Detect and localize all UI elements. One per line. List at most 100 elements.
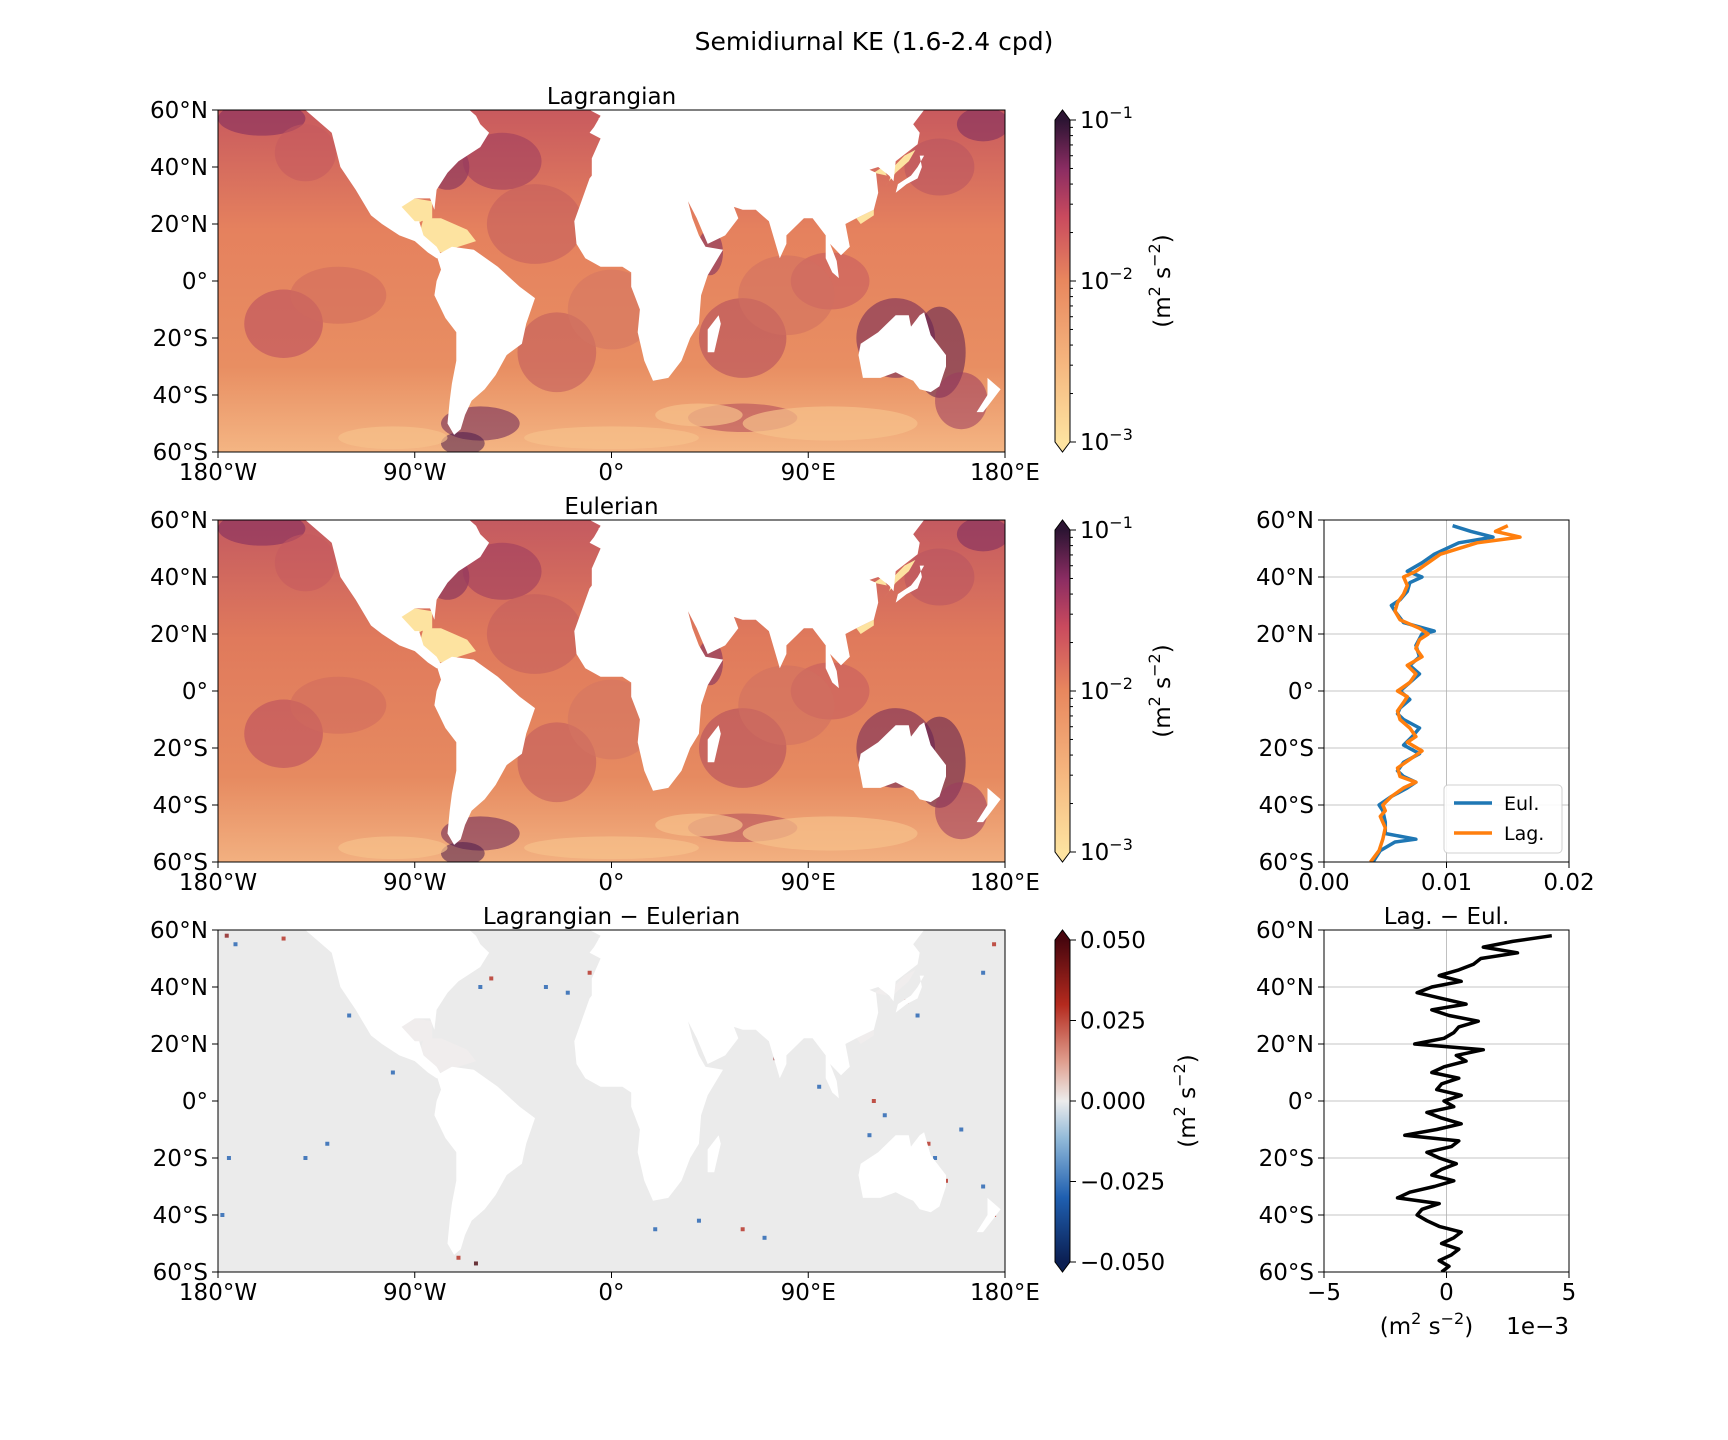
ke-hotspot [218, 110, 306, 136]
lat-tick-label: 40°S [153, 793, 208, 819]
lat-tick-label: 40°S [153, 1203, 208, 1229]
ke-lowspot [338, 836, 448, 860]
colorbar-tick-label: 10−3 [1080, 835, 1133, 866]
diff-pixel [220, 1213, 225, 1217]
y-tick-label: 60°S [1259, 1260, 1314, 1286]
ke-lowspot [742, 816, 918, 851]
colorbar-tick-label: 10−2 [1080, 674, 1133, 705]
land-madagascar [707, 315, 721, 353]
diff-pixel [587, 970, 592, 975]
diff-pixel [390, 1070, 395, 1075]
lon-tick-label: 90°W [383, 1280, 447, 1306]
y-tick-label: 0° [1288, 679, 1314, 705]
colorbar-eulerian: 10−1 10−2 10−3 (m2 s−2) [1054, 513, 1176, 866]
profile-eul-lag: 60°N 40°N 20°N 0° 20°S 40°S 60°S0.00 0.01 0.02 Eu… [1256, 508, 1595, 896]
lon-tick-label: 180°E [970, 1280, 1040, 1306]
y-tick-label: 20°N [1256, 622, 1314, 648]
ke-lowspot [524, 426, 699, 450]
land-japan [895, 565, 925, 603]
map-title: Lagrangian [547, 84, 676, 110]
y-tick-label: 60°S [1259, 850, 1314, 876]
ke-hotspot [274, 124, 337, 182]
y-tick-label: 40°S [1259, 793, 1314, 819]
land-afroEurasia [574, 520, 925, 791]
ke-hotspot [904, 138, 975, 196]
map-title: Eulerian [564, 494, 658, 520]
plot-title: Lag. − Eul. [1384, 904, 1510, 930]
x-axis-label: (m2 s−2) [1380, 1309, 1473, 1340]
diff-pixel [489, 976, 494, 981]
ke-hotspot [440, 842, 485, 862]
diff-pixel [303, 1156, 308, 1160]
land-afroEurasia [574, 110, 925, 381]
series-line-lag [1369, 524, 1522, 862]
x-tick-label: 0 [1439, 1280, 1454, 1306]
y-tick-label: 20°S [1259, 1146, 1314, 1172]
colorbar-tick-label: 10−2 [1080, 264, 1133, 295]
ke-hotspot [935, 372, 988, 430]
lon-tick-label: 90°E [781, 460, 836, 486]
ke-lowspot [655, 813, 743, 837]
land-southAmerica [434, 1066, 535, 1255]
land-australia [858, 722, 946, 803]
y-tick-label: 20°S [1259, 736, 1314, 762]
ke-hotspot [956, 520, 1005, 552]
offset-text: 1e−3 [1506, 1314, 1569, 1340]
ke-hotspot [486, 184, 584, 264]
marginal-sea [884, 149, 916, 187]
diff-pixel [882, 1113, 887, 1118]
colorbar-tick-label: 10−3 [1080, 425, 1133, 456]
lon-tick-label: 180°W [179, 870, 257, 896]
diff-pixel [959, 1127, 964, 1132]
lat-tick-label: 20°N [150, 622, 208, 648]
ke-hotspot [486, 594, 584, 674]
ke-hotspot [956, 110, 1005, 142]
colorbar-extend-top [1055, 930, 1070, 940]
colorbar-tick-label: 0.050 [1080, 928, 1146, 954]
colorbar-gradient [1055, 120, 1070, 442]
colorbar-label: (m2 s−2) [1145, 644, 1176, 737]
land-australia [858, 312, 946, 393]
diff-pixel [981, 1184, 986, 1189]
colorbar-extend-bottom [1055, 852, 1070, 862]
lat-tick-label: 40°S [153, 383, 208, 409]
lat-tick-label: 60°S [153, 850, 208, 876]
lon-tick-label: 180°W [179, 460, 257, 486]
land-uk [598, 525, 614, 549]
land-uk [598, 115, 614, 139]
diff-pixel [325, 1141, 330, 1146]
y-tick-label: 40°N [1256, 975, 1314, 1001]
ke-lowspot [524, 836, 699, 860]
diff-pixel [456, 1255, 461, 1260]
land-nz [976, 1197, 1001, 1233]
lat-tick-label: 60°N [150, 918, 208, 944]
lat-tick-label: 0° [182, 1089, 208, 1115]
colorbar-label: (m2 s−2) [1170, 1054, 1201, 1147]
legend-label: Lag. [1504, 823, 1544, 845]
figure-suptitle: Semidiurnal KE (1.6-2.4 cpd) [695, 27, 1054, 56]
colorbar-extend-bottom [1055, 442, 1070, 452]
diff-pixel [981, 970, 986, 975]
lat-tick-label: 40°N [150, 155, 208, 181]
diff-pixel [565, 990, 570, 995]
marginal-sea [856, 209, 874, 224]
land-nz [976, 787, 1001, 823]
map-lagrangian: Lagrangian 180°W 90°W 0° 90°E 180°E 60°N 40°N 20… [150, 84, 1040, 486]
colorbar-extend-top [1055, 520, 1070, 530]
colorbar-tick-label: 0.025 [1080, 1009, 1146, 1035]
lon-tick-label: 0° [598, 460, 624, 486]
lat-tick-label: 20°S [153, 1146, 208, 1172]
colorbar-difference: 0.050 0.025 0.000 −0.025 −0.050 (m2 s−2) [1054, 928, 1201, 1276]
diff-pixel [478, 985, 483, 989]
ke-lowspot [338, 426, 448, 450]
ke-hotspot [935, 782, 988, 840]
y-tick-label: 40°S [1259, 1203, 1314, 1229]
diff-pixel [762, 1235, 767, 1240]
x-tick-label: 0.01 [1421, 870, 1472, 896]
colorbar-gradient [1055, 940, 1070, 1262]
diff-pixel [867, 1133, 872, 1138]
land-japan [895, 155, 925, 193]
y-tick-label: 40°N [1256, 565, 1314, 591]
land-southAmerica [434, 656, 535, 845]
